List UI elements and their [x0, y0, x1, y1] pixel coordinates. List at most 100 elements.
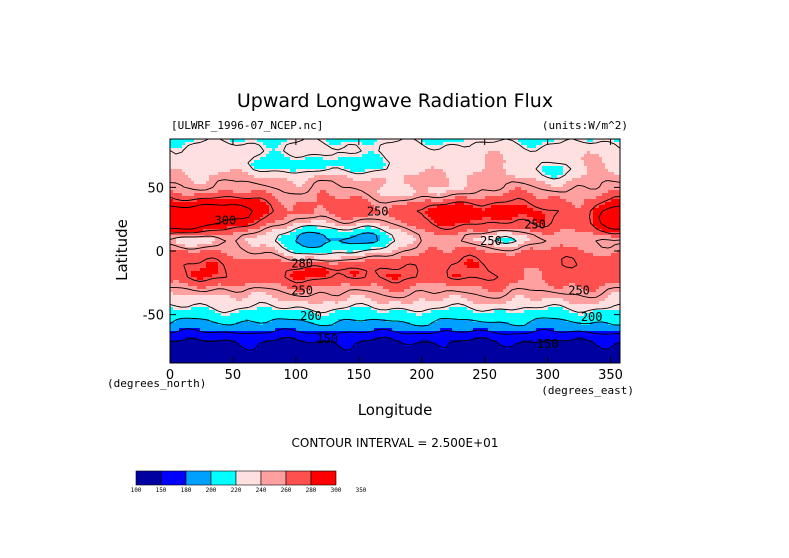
heatmap-cell	[467, 229, 474, 233]
heatmap-cell	[293, 208, 315, 212]
heatmap-cell	[248, 295, 273, 299]
heatmap-cell	[419, 253, 507, 257]
heatmap-cell	[524, 277, 543, 281]
heatmap-cell	[584, 313, 620, 317]
heatmap-cell	[407, 202, 456, 206]
heatmap-cell	[446, 172, 474, 176]
heatmap-cell	[170, 193, 183, 197]
heatmap-cell	[437, 205, 474, 209]
heatmap-cell	[518, 280, 546, 284]
heatmap-cell	[434, 232, 459, 236]
heatmap-cell	[542, 232, 555, 236]
colorbar-swatch	[260, 470, 287, 486]
contour-label: 250	[367, 205, 389, 219]
heatmap-cell	[527, 145, 537, 149]
heatmap-cell	[560, 196, 597, 200]
contour-label: 200	[300, 309, 322, 323]
heatmap-cell	[545, 220, 594, 224]
heatmap-cell	[485, 196, 537, 200]
heatmap-cell	[599, 301, 620, 305]
heatmap-cell	[266, 244, 285, 248]
heatmap-cell	[599, 154, 620, 158]
colorbar-level-label: 220	[231, 487, 242, 494]
heatmap-cell	[335, 196, 351, 200]
heatmap-cell	[386, 232, 408, 236]
heatmap-cell	[530, 247, 534, 251]
heatmap-cell	[389, 208, 429, 212]
x-unit-label: (degrees_east)	[541, 384, 634, 397]
heatmap-cell	[596, 196, 620, 200]
heatmap-cell	[401, 220, 435, 224]
colorbar-swatch	[285, 470, 312, 486]
heatmap-cell	[170, 247, 276, 251]
heatmap-cell	[194, 139, 231, 143]
contour-label: 250	[568, 283, 590, 297]
heatmap-cell	[608, 322, 620, 326]
heatmap-cell	[188, 250, 201, 254]
heatmap-cell	[506, 169, 543, 173]
heatmap-cell	[338, 229, 354, 233]
heatmap-cell	[170, 232, 234, 236]
heatmap-cell	[176, 241, 213, 245]
heatmap-cell	[272, 295, 351, 299]
heatmap-cell	[431, 166, 435, 170]
heatmap-cell	[170, 289, 297, 293]
heatmap-cell	[512, 298, 531, 302]
heatmap-cell	[377, 283, 417, 287]
heatmap-cell	[374, 241, 390, 245]
heatmap-cell	[392, 337, 474, 341]
heatmap-cell	[317, 196, 336, 200]
heatmap-cell	[524, 268, 540, 272]
heatmap-cell	[248, 223, 267, 227]
heatmap-cell	[326, 190, 378, 194]
heatmap-cell	[305, 319, 339, 323]
heatmap-cell	[320, 232, 363, 236]
heatmap-cell	[545, 214, 594, 218]
heatmap-cell	[416, 313, 423, 317]
heatmap-cell	[170, 334, 620, 338]
heatmap-cell	[587, 169, 609, 173]
heatmap-cell	[362, 154, 381, 158]
heatmap-cell	[218, 268, 306, 272]
heatmap-cell	[266, 154, 285, 158]
heatmap-cell	[401, 229, 426, 233]
heatmap-cell	[317, 199, 369, 203]
heatmap-cell	[536, 196, 549, 200]
heatmap-cell	[182, 193, 195, 197]
heatmap-cell	[314, 208, 327, 212]
heatmap-cell	[572, 178, 620, 182]
heatmap-cell	[542, 223, 546, 227]
heatmap-cell	[353, 178, 372, 182]
heatmap-cell	[569, 301, 600, 305]
heatmap-cell	[443, 169, 483, 173]
heatmap-cell	[305, 256, 315, 260]
contour-line	[170, 203, 620, 230]
heatmap-cell	[386, 274, 402, 278]
heatmap-cell	[170, 304, 620, 308]
heatmap-cell	[542, 298, 564, 302]
contour-line	[170, 336, 620, 351]
heatmap-cell	[587, 139, 594, 143]
heatmap-cell	[302, 184, 384, 188]
heatmap-cell	[350, 307, 372, 311]
contour-line	[170, 231, 620, 327]
heatmap-cell	[371, 247, 399, 251]
heatmap-cell	[524, 274, 543, 278]
heatmap-cell	[170, 298, 237, 302]
heatmap-cell	[446, 346, 507, 350]
heatmap-cell	[611, 199, 620, 203]
heatmap-cell	[383, 157, 486, 161]
heatmap-cell	[515, 187, 522, 191]
heatmap-cell	[197, 286, 207, 290]
heatmap-cell	[536, 145, 620, 149]
heatmap-cell	[326, 274, 354, 278]
heatmap-cell	[287, 214, 336, 218]
heatmap-cell	[206, 262, 219, 266]
heatmap-cell	[335, 223, 357, 227]
heatmap-cell	[170, 250, 189, 254]
heatmap-cell	[218, 322, 237, 326]
heatmap-cell	[170, 340, 237, 344]
heatmap-cell	[350, 295, 366, 299]
heatmap-cell	[287, 139, 327, 143]
heatmap-cell	[368, 151, 375, 155]
